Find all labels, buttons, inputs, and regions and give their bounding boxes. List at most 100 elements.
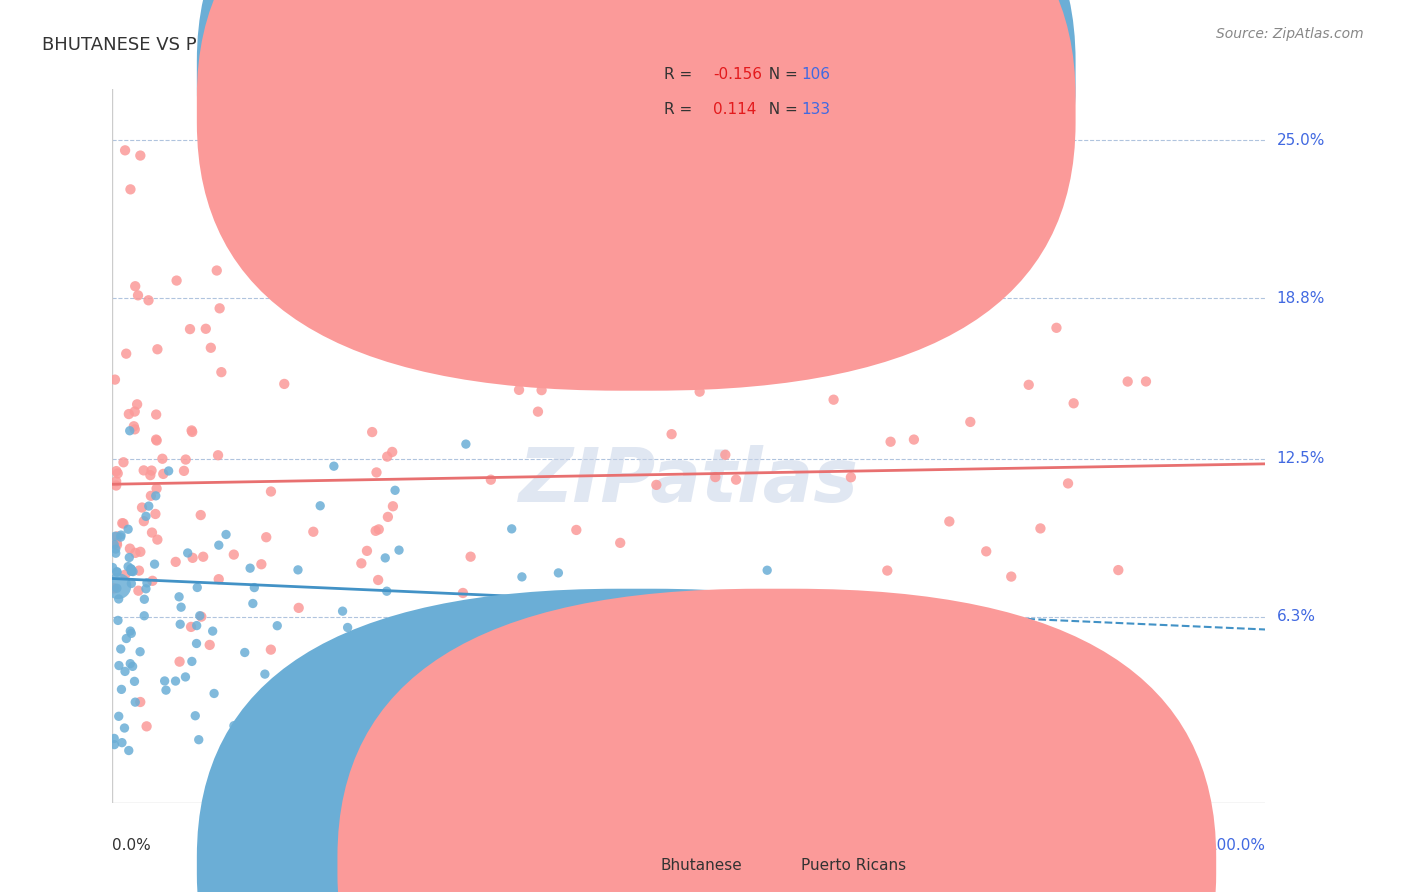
Point	[198, 638, 221, 652]
Point	[107, 467, 129, 481]
Point	[108, 658, 131, 673]
Point	[1045, 320, 1067, 334]
Point	[138, 499, 160, 513]
Point	[412, 701, 434, 715]
Point	[120, 562, 142, 576]
Text: 0.0%: 0.0%	[112, 838, 152, 853]
Point	[903, 433, 925, 447]
Point	[103, 731, 125, 746]
Point	[105, 536, 128, 550]
Point	[134, 608, 156, 623]
Point	[186, 581, 208, 595]
Point	[145, 408, 167, 422]
Point	[186, 618, 208, 632]
Point	[124, 674, 146, 689]
Point	[208, 301, 231, 316]
Point	[110, 682, 132, 697]
Point	[253, 667, 276, 681]
Point	[510, 570, 533, 584]
Point	[107, 591, 129, 606]
Point	[501, 522, 523, 536]
Point	[118, 424, 141, 438]
Point	[177, 546, 200, 560]
Point	[105, 475, 128, 489]
Point	[145, 507, 167, 521]
Point	[118, 407, 141, 421]
Point	[425, 629, 447, 643]
Point	[756, 563, 779, 577]
Point	[1057, 476, 1080, 491]
Point	[134, 592, 156, 607]
Point	[145, 433, 167, 447]
Point	[557, 295, 579, 310]
Point	[678, 328, 700, 343]
Point	[266, 618, 288, 632]
Point	[121, 659, 143, 673]
Point	[692, 631, 714, 645]
Point	[181, 550, 204, 565]
Point	[1000, 569, 1022, 583]
Point	[200, 341, 222, 355]
Point	[205, 263, 228, 277]
Point	[180, 424, 202, 438]
Text: Bhutanese: Bhutanese	[661, 858, 742, 872]
Point	[114, 144, 136, 158]
Point	[129, 695, 152, 709]
Point	[661, 427, 683, 442]
Point	[174, 670, 197, 684]
Point	[260, 484, 283, 499]
Point	[180, 655, 202, 669]
Point	[120, 562, 142, 576]
Point	[377, 509, 399, 524]
Point	[188, 608, 211, 623]
Point	[215, 527, 238, 541]
Point	[124, 695, 146, 709]
Point	[209, 365, 232, 379]
Point	[145, 489, 167, 503]
Point	[179, 322, 201, 336]
Text: R =: R =	[664, 67, 697, 81]
Point	[121, 564, 143, 578]
Point	[243, 581, 266, 595]
Point	[155, 683, 177, 698]
Point	[107, 709, 129, 723]
Point	[157, 464, 180, 478]
Point	[815, 361, 838, 376]
Point	[485, 665, 508, 680]
Point	[146, 343, 169, 357]
Point	[322, 459, 344, 474]
Point	[773, 695, 796, 709]
Point	[127, 397, 149, 411]
Point	[378, 637, 401, 651]
Text: 106: 106	[801, 67, 831, 81]
Point	[120, 564, 142, 578]
Point	[876, 564, 898, 578]
Point	[184, 708, 207, 723]
Point	[190, 508, 212, 522]
Point	[105, 529, 128, 543]
Point	[143, 557, 166, 571]
Point	[104, 542, 127, 557]
Point	[136, 575, 159, 590]
Point	[107, 579, 129, 593]
Point	[973, 642, 995, 657]
Point	[352, 318, 374, 332]
Point	[103, 537, 125, 551]
Point	[938, 515, 960, 529]
Point	[714, 448, 737, 462]
Point	[1029, 521, 1052, 535]
Point	[190, 609, 212, 624]
Point	[193, 549, 215, 564]
Point	[115, 632, 138, 646]
Point	[609, 536, 631, 550]
Point	[423, 675, 446, 690]
Point	[704, 470, 727, 484]
Text: ZIPatlas: ZIPatlas	[519, 445, 859, 518]
Point	[122, 419, 145, 434]
Point	[129, 148, 152, 162]
Point	[153, 673, 176, 688]
Point	[135, 582, 157, 596]
Point	[111, 736, 134, 750]
Point	[167, 590, 190, 604]
Point	[381, 500, 404, 514]
